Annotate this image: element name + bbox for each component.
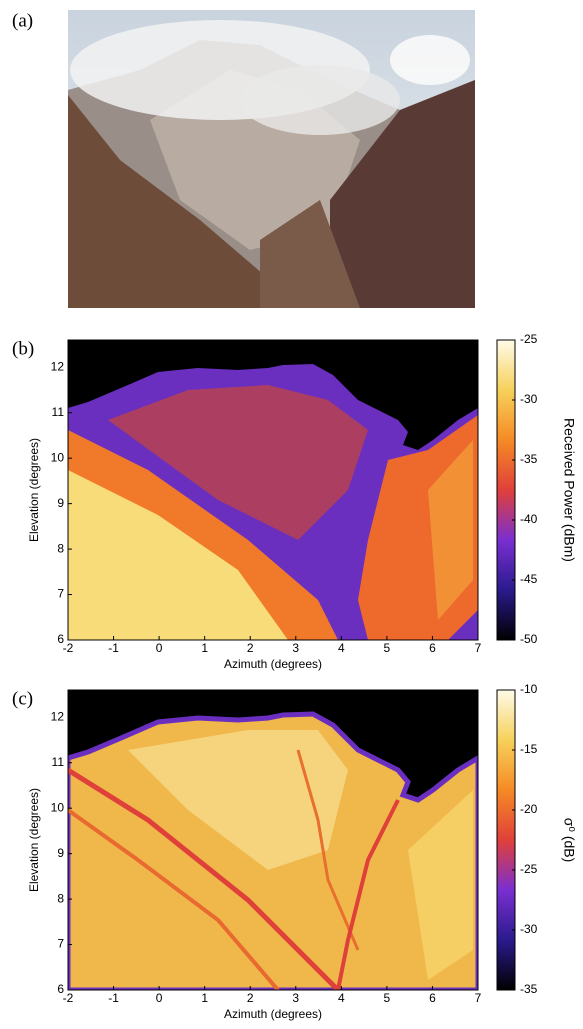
x-axis-label: Azimuth (degrees) bbox=[224, 657, 322, 671]
colorbar bbox=[496, 339, 516, 641]
x-tick-label: 6 bbox=[429, 641, 436, 655]
y-tick-label: 6 bbox=[57, 632, 64, 646]
x-tick-label: 5 bbox=[384, 641, 391, 655]
x-tick-label: -2 bbox=[63, 641, 74, 655]
y-tick-label: 6 bbox=[57, 982, 64, 996]
y-tick-label: 7 bbox=[57, 587, 64, 601]
panel-label: (c) bbox=[12, 688, 33, 709]
colorbar bbox=[496, 689, 516, 991]
y-tick-label: 11 bbox=[52, 405, 65, 419]
x-tick-label: -2 bbox=[63, 991, 74, 1005]
colorbar-tick-label: -20 bbox=[520, 802, 538, 816]
x-tick-label: 2 bbox=[247, 641, 254, 655]
colorbar-tick-label: -30 bbox=[520, 922, 538, 936]
x-tick-label: 7 bbox=[475, 991, 482, 1005]
colorbar-label: Received Power (dBm) bbox=[561, 418, 577, 562]
x-tick-label: 1 bbox=[201, 991, 208, 1005]
photo bbox=[68, 10, 475, 308]
colorbar-tick-label: -35 bbox=[520, 982, 538, 996]
colorbar-tick-label: -45 bbox=[520, 572, 538, 586]
y-tick-label: 8 bbox=[57, 891, 64, 905]
x-tick-label: 7 bbox=[475, 641, 482, 655]
heatmap-image bbox=[68, 690, 478, 990]
y-tick-label: 9 bbox=[57, 496, 64, 510]
x-tick-label: 6 bbox=[429, 991, 436, 1005]
y-axis-label: Elevation (degrees) bbox=[27, 788, 41, 892]
x-tick-label: 3 bbox=[292, 991, 299, 1005]
y-tick-label: 10 bbox=[51, 800, 65, 814]
x-tick-label: 2 bbox=[247, 991, 254, 1005]
colorbar-tick-label: -35 bbox=[520, 452, 538, 466]
colorbar-tick-label: -10 bbox=[520, 682, 538, 696]
colorbar-tick-label: -15 bbox=[520, 742, 538, 756]
y-tick-label: 11 bbox=[52, 755, 65, 769]
colorbar-label: σ⁰ (dB) bbox=[561, 818, 577, 863]
x-tick-label: 3 bbox=[292, 641, 299, 655]
x-axis-label: Azimuth (degrees) bbox=[224, 1007, 322, 1021]
x-tick-label: 5 bbox=[384, 991, 391, 1005]
y-tick-label: 7 bbox=[57, 937, 64, 951]
panel-label: (b) bbox=[12, 338, 34, 359]
heatmap-image bbox=[68, 340, 478, 640]
x-tick-label: -1 bbox=[108, 991, 119, 1005]
x-tick-label: 0 bbox=[156, 641, 163, 655]
y-axis-label: Elevation (degrees) bbox=[27, 438, 41, 542]
plot-frame bbox=[67, 689, 479, 991]
x-tick-label: 1 bbox=[201, 641, 208, 655]
plot-frame bbox=[67, 339, 479, 641]
colorbar-tick-label: -25 bbox=[520, 862, 538, 876]
y-tick-label: 9 bbox=[57, 846, 64, 860]
y-tick-label: 12 bbox=[51, 709, 65, 723]
y-tick-label: 10 bbox=[51, 450, 65, 464]
colorbar-tick-label: -50 bbox=[520, 632, 538, 646]
x-tick-label: -1 bbox=[108, 641, 119, 655]
y-tick-label: 12 bbox=[51, 359, 65, 373]
x-tick-label: 0 bbox=[156, 991, 163, 1005]
colorbar-tick-label: -40 bbox=[520, 512, 538, 526]
panel-label: (a) bbox=[12, 10, 33, 31]
y-tick-label: 8 bbox=[57, 541, 64, 555]
colorbar-tick-label: -25 bbox=[520, 332, 538, 346]
colorbar-tick-label: -30 bbox=[520, 392, 538, 406]
x-tick-label: 4 bbox=[338, 641, 345, 655]
x-tick-label: 4 bbox=[338, 991, 345, 1005]
